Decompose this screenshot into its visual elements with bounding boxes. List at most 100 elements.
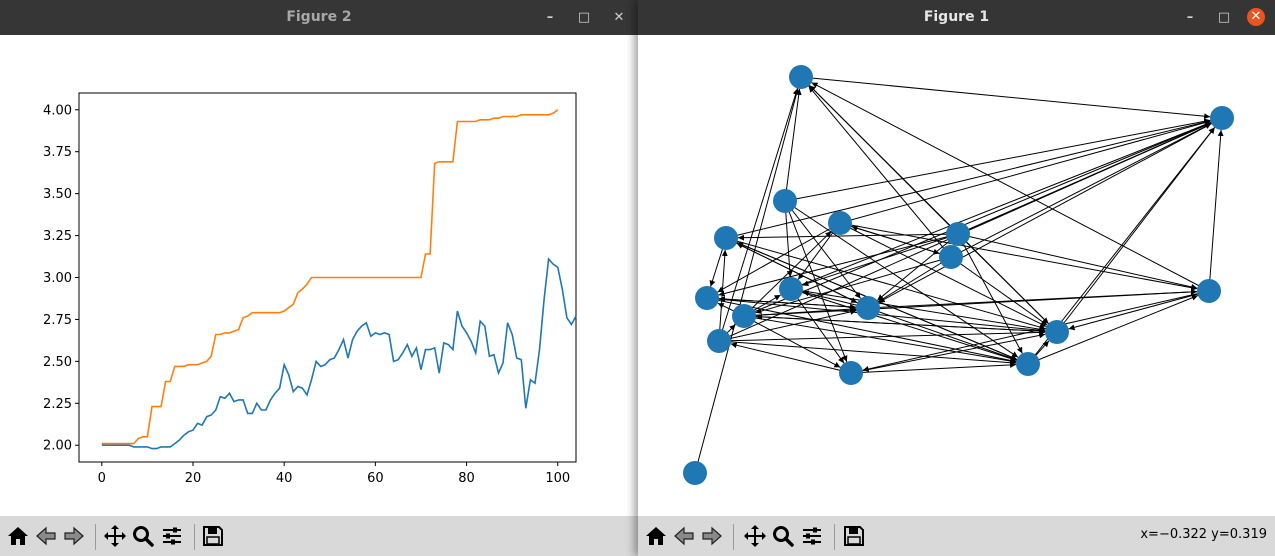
graph-edge xyxy=(784,118,1211,202)
zoom-icon[interactable] xyxy=(131,524,155,548)
back-icon[interactable] xyxy=(672,524,696,548)
x-tick-label: 100 xyxy=(545,471,570,486)
home-icon[interactable] xyxy=(6,524,30,548)
graph-edge xyxy=(800,76,1211,120)
graph-edge xyxy=(950,256,1048,326)
home-icon[interactable] xyxy=(644,524,668,548)
save-icon[interactable] xyxy=(842,524,866,548)
graph-node[interactable] xyxy=(789,65,813,89)
toolbar-separator xyxy=(95,524,96,550)
graph-edge xyxy=(957,233,1198,290)
toolbar-separator xyxy=(834,524,835,550)
maximize-icon[interactable]: □ xyxy=(1217,10,1231,25)
graph-edge xyxy=(1068,290,1210,331)
graph-edge xyxy=(851,225,952,258)
graph-node[interactable] xyxy=(856,296,880,320)
graph-edge xyxy=(743,315,1046,335)
graph-edge xyxy=(718,296,869,309)
graph-node[interactable] xyxy=(1197,279,1221,303)
figure-1-title: Figure 1 xyxy=(923,9,990,25)
save-icon[interactable] xyxy=(201,524,225,548)
graph-edge xyxy=(730,342,852,374)
graph-edge xyxy=(878,117,1223,303)
graph-edge xyxy=(839,222,1047,328)
zoom-icon[interactable] xyxy=(771,524,795,548)
graph-edge xyxy=(1208,129,1224,292)
graph-edge xyxy=(718,308,857,342)
toolbar-separator xyxy=(194,524,195,550)
x-tick-label: 60 xyxy=(367,471,384,486)
graph-edge xyxy=(850,361,1017,374)
graph-edge xyxy=(784,200,1019,358)
graph-edge xyxy=(737,233,959,241)
figure-2-titlebar[interactable]: Figure 2 – □ ✕ xyxy=(0,0,638,35)
figure-2-window: Figure 2 – □ ✕ 0 20 40 60 80 100 2.00 2.25 2.50… xyxy=(0,0,638,556)
graph-node[interactable] xyxy=(839,361,863,385)
graph-edge xyxy=(790,288,845,364)
graph-edge xyxy=(718,88,799,342)
line-chart[interactable]: 0 20 40 60 80 100 2.00 2.25 2.50 2.75 3.00 3.25 3.5… xyxy=(0,35,638,516)
minimize-icon[interactable]: – xyxy=(546,10,554,25)
graph-edge xyxy=(839,222,1198,291)
forward-icon[interactable] xyxy=(700,524,724,548)
figure-2-title: Figure 2 xyxy=(286,9,352,25)
graph-node[interactable] xyxy=(773,189,797,213)
graph-node[interactable] xyxy=(1045,320,1069,344)
blue-series-line xyxy=(101,257,577,450)
graph-node[interactable] xyxy=(1016,352,1040,376)
pan-icon[interactable] xyxy=(103,524,127,548)
graph-edge xyxy=(743,288,1198,317)
maximize-icon[interactable]: □ xyxy=(577,10,591,25)
graph-node[interactable] xyxy=(683,461,707,485)
graph-edge xyxy=(718,233,959,297)
graph-edge xyxy=(743,315,841,368)
graph-edge xyxy=(808,85,952,258)
configure-subplots-icon[interactable] xyxy=(800,524,824,548)
graph-edge xyxy=(850,332,1046,374)
graph-node[interactable] xyxy=(946,222,970,246)
close-icon[interactable]: ✕ xyxy=(613,10,625,25)
figure-1-titlebar[interactable]: Figure 1 – □ ✕ xyxy=(638,0,1275,35)
y-tick-label: 3.50 xyxy=(43,187,72,202)
toolbar-separator xyxy=(733,524,734,550)
graph-node[interactable] xyxy=(1210,106,1234,130)
graph-edge xyxy=(784,88,802,202)
network-graph[interactable] xyxy=(638,35,1275,516)
graph-node[interactable] xyxy=(707,329,731,353)
forward-icon[interactable] xyxy=(62,524,86,548)
cursor-coordinates: x=−0.322 y=0.319 xyxy=(1140,527,1267,542)
graph-edge xyxy=(718,329,1046,342)
graph-edge xyxy=(790,121,1211,290)
graph-edge xyxy=(790,288,1046,333)
graph-edge xyxy=(957,233,1049,324)
graph-node[interactable] xyxy=(939,245,963,269)
graph-edge xyxy=(743,315,1017,364)
graph-edge xyxy=(802,233,959,287)
graph-edge xyxy=(809,85,959,235)
graph-edge xyxy=(784,200,848,362)
y-tick-label: 3.00 xyxy=(43,271,72,286)
minimize-icon[interactable]: – xyxy=(1186,10,1194,25)
graph-edge xyxy=(718,340,1017,366)
close-icon[interactable]: ✕ xyxy=(1247,8,1265,26)
graph-edge xyxy=(725,237,1046,330)
y-tick-label: 2.50 xyxy=(43,355,72,370)
graph-node[interactable] xyxy=(779,277,803,301)
graph-edge xyxy=(950,123,1212,258)
graph-node[interactable] xyxy=(732,304,756,328)
graph-edge xyxy=(694,88,800,474)
y-tick-label: 3.75 xyxy=(43,145,72,160)
back-icon[interactable] xyxy=(34,524,58,548)
graph-edge xyxy=(725,119,1211,239)
configure-subplots-icon[interactable] xyxy=(160,524,184,548)
pan-icon[interactable] xyxy=(743,524,767,548)
graph-edge xyxy=(867,307,1017,361)
graph-node[interactable] xyxy=(828,211,852,235)
x-tick-label: 20 xyxy=(185,471,202,486)
graph-edge xyxy=(717,222,841,293)
graph-node[interactable] xyxy=(695,286,719,310)
graph-edge xyxy=(839,119,1211,224)
graph-edge xyxy=(790,288,1017,362)
graph-edge xyxy=(743,230,832,317)
graph-node[interactable] xyxy=(714,226,738,250)
